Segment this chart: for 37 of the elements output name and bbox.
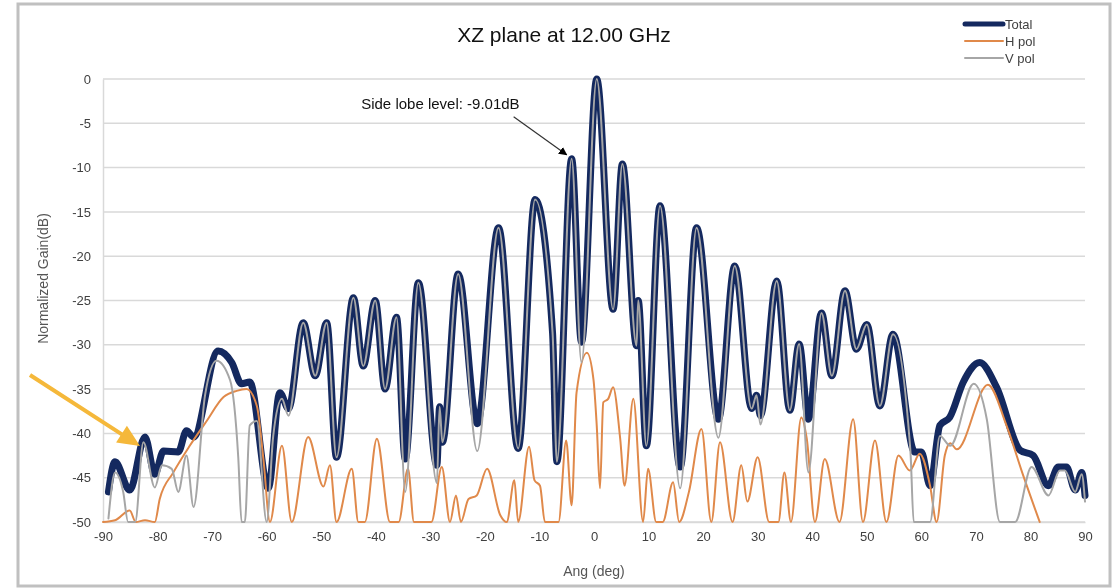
x-tick-label: 0 bbox=[590, 529, 599, 545]
legend-label: H pol bbox=[1005, 34, 1036, 49]
x-tick-label: -70 bbox=[203, 529, 223, 545]
x-tick-label: 30 bbox=[750, 529, 766, 545]
x-tick-label: -50 bbox=[312, 529, 332, 545]
y-tick-label: -40 bbox=[72, 426, 91, 442]
y-tick-label: -50 bbox=[72, 514, 91, 530]
x-tick-label: 20 bbox=[696, 529, 711, 545]
annotation: Side lobe level: -9.01dB bbox=[361, 94, 520, 112]
y-axis-title: Normalized Gain(dB) bbox=[35, 213, 51, 344]
x-tick-label: 80 bbox=[1023, 529, 1039, 545]
x-tick-label: 50 bbox=[860, 529, 875, 545]
x-tick-label: -90 bbox=[94, 529, 113, 545]
y-tick-label: -20 bbox=[72, 248, 91, 264]
x-tick-label: -80 bbox=[148, 529, 168, 545]
x-tick-label: 10 bbox=[641, 529, 657, 545]
y-tick-label: 0 bbox=[83, 71, 91, 87]
x-tick-label: 90 bbox=[1078, 529, 1093, 545]
y-tick-label: -15 bbox=[72, 204, 91, 220]
legend-label: V pol bbox=[1005, 51, 1035, 66]
y-tick-label: -25 bbox=[72, 293, 91, 309]
x-tick-label: -10 bbox=[530, 529, 550, 545]
x-tick-label: -60 bbox=[257, 529, 277, 545]
x-tick-label: 60 bbox=[914, 529, 930, 545]
y-tick-label: -30 bbox=[72, 337, 91, 353]
y-tick-label: -35 bbox=[72, 381, 91, 397]
y-tick-label: -5 bbox=[79, 115, 91, 131]
x-tick-label: -30 bbox=[421, 529, 441, 545]
x-tick-label: -20 bbox=[475, 529, 495, 545]
x-tick-label: 40 bbox=[805, 529, 820, 545]
x-axis-title: Ang (deg) bbox=[563, 563, 625, 579]
legend-label: Total bbox=[1005, 17, 1033, 32]
chart-title: XZ plane at 12.00 GHz bbox=[457, 23, 671, 46]
x-tick-label: -40 bbox=[366, 529, 386, 545]
y-tick-label: -10 bbox=[72, 160, 91, 176]
x-tick-label: 70 bbox=[969, 529, 984, 545]
y-tick-label: -45 bbox=[72, 470, 91, 486]
